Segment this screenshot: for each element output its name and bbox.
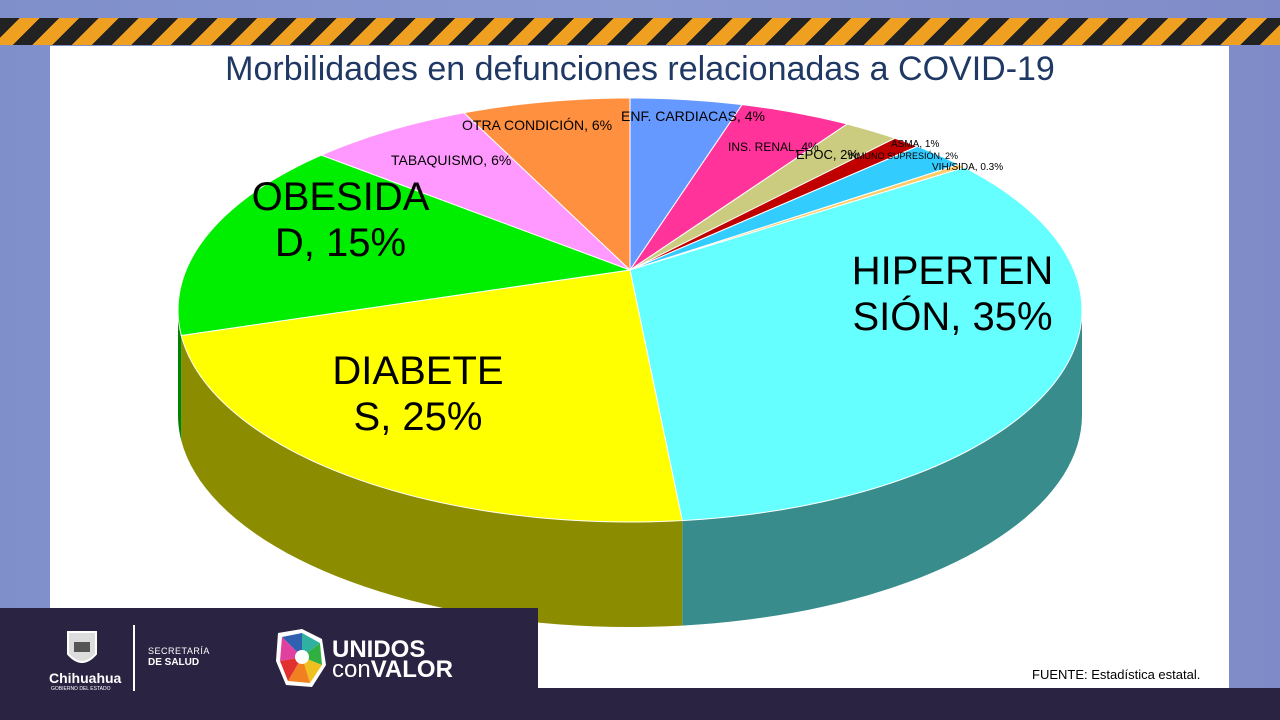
campaign-line-2: conVALOR — [332, 656, 453, 683]
divider — [133, 625, 135, 691]
label-vih-sida: VIH/SIDA, 0.3% — [932, 162, 1004, 173]
chart-title: Morbilidades en defunciones relacionadas… — [225, 50, 1055, 88]
label-tabaquismo: TABAQUISMO, 6% — [391, 152, 512, 168]
label-inmuno-supresion: INMUNO SUPRESIÓN, 2% — [848, 151, 959, 161]
pie-slice-9 — [319, 112, 631, 271]
label-otra-condicion: OTRA CONDICIÓN, 6% — [462, 117, 613, 133]
pie-slice-0 — [629, 97, 743, 272]
campaign-line-1: UNIDOS — [332, 636, 426, 663]
label-asma: ASMA, 1% — [891, 139, 940, 150]
pie-slice-7 — [180, 269, 683, 523]
dept-line-1: SECRETARÍA — [148, 646, 210, 656]
pie-slice-6 — [629, 166, 1083, 522]
pie-slice-1 — [629, 104, 849, 271]
pie-slice-8 — [177, 154, 631, 337]
pie-slice-4 — [629, 145, 961, 271]
label-enf-cardiacas: ENF. CARDIACAS, 4% — [621, 108, 765, 124]
hazard-stripes — [0, 18, 1280, 45]
label-hipertension: HIPERTENSIÓN, 35% — [851, 249, 1054, 339]
label-ins-renal: INS. RENAL, 4% — [728, 140, 819, 154]
unidos-map-icon — [276, 629, 326, 687]
source-note: FUENTE: Estadística estatal. — [1032, 667, 1201, 682]
coat-of-arms-icon — [67, 631, 97, 663]
footer-bar — [0, 688, 1280, 720]
dept-line-2: DE SALUD — [148, 657, 200, 668]
pie-side-6 — [682, 310, 1082, 626]
pie-slice-10 — [463, 97, 631, 272]
label-diabetes: DIABETES, 25% — [332, 349, 504, 439]
pie-slice-2 — [629, 123, 897, 271]
pie-side-8 — [178, 310, 182, 441]
label-epoc: EPOC, 2% — [796, 147, 859, 162]
label-obesidad: OBESIDAD, 15% — [251, 175, 430, 265]
pie-side-7 — [181, 335, 683, 627]
